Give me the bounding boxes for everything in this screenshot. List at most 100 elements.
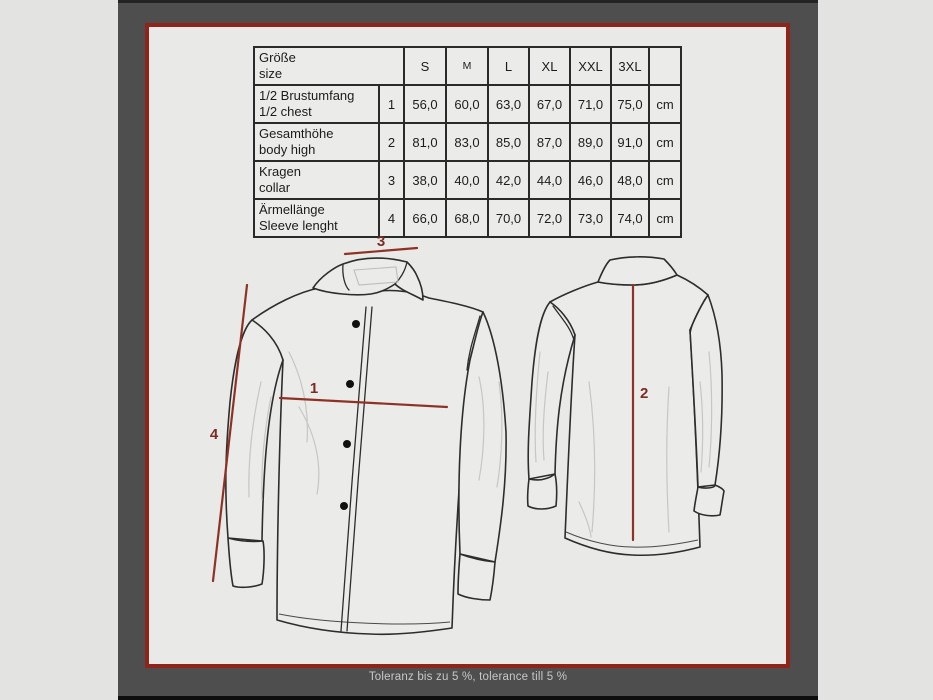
- front-left-cuff: [227, 537, 265, 589]
- dark-panel: Größe size S M L XL XXL 3XL 1/2 Brustumf…: [118, 0, 818, 700]
- back-armhole-seam-right: [689, 298, 706, 335]
- measurement-value: 70,0: [487, 198, 530, 238]
- red-framed-content-box: Größe size S M L XL XXL 3XL 1/2 Brustumf…: [145, 23, 790, 668]
- measurement-value: 56,0: [403, 84, 447, 124]
- table-row-body-height: Gesamthöhe body high 2 81,0 83,0 85,0 87…: [253, 122, 682, 162]
- sleeve-measure-line: [211, 283, 249, 583]
- table-row-sleeve: Ärmellänge Sleeve lenght 4 66,0 68,0 70,…: [253, 198, 682, 238]
- unit-cell: cm: [648, 84, 682, 124]
- back-right-cuff: [693, 484, 725, 517]
- collar-measure-label: 3: [377, 233, 385, 250]
- size-header-s: S: [403, 46, 447, 86]
- tolerance-note: Toleranz bis zu 5 %, tolerance till 5 %: [368, 671, 568, 683]
- measure-number: 2: [378, 122, 405, 162]
- measurement-label: Gesamthöhe body high: [253, 122, 380, 162]
- measurement-value: 67,0: [528, 84, 571, 124]
- fold-line: [298, 406, 320, 495]
- fold-line: [666, 386, 670, 533]
- measurement-value: 48,0: [610, 160, 650, 200]
- back-torso-outline: [549, 274, 709, 557]
- front-torso-outline: [251, 285, 484, 636]
- measure-number: 4: [378, 198, 405, 238]
- measurement-value: 74,0: [610, 198, 650, 238]
- fold-line: [261, 396, 272, 501]
- sleeve-measure-label: 4: [210, 426, 219, 443]
- button: [352, 320, 360, 328]
- fold-line: [288, 351, 308, 443]
- measurement-value: 66,0: [403, 198, 447, 238]
- measurement-value: 89,0: [569, 122, 612, 162]
- measurement-value: 85,0: [487, 122, 530, 162]
- fold-line: [542, 371, 549, 461]
- measurement-value: 71,0: [569, 84, 612, 124]
- front-placket-line-left: [340, 306, 367, 632]
- back-left-cuff: [526, 473, 558, 510]
- measurement-value: 81,0: [403, 122, 447, 162]
- measurement-value: 44,0: [528, 160, 571, 200]
- measurement-value: 72,0: [528, 198, 571, 238]
- size-header-xxl: XXL: [569, 46, 612, 86]
- measure-number: 1: [378, 84, 405, 124]
- table-header-row: Größe size S M L XL XXL 3XL: [253, 46, 682, 86]
- front-armhole-seam: [466, 315, 481, 371]
- fold-line: [699, 381, 704, 473]
- front-right-cuff: [457, 553, 496, 601]
- unit-cell: cm: [648, 198, 682, 238]
- front-collar-fold-right: [394, 261, 408, 285]
- fold-line: [248, 381, 262, 498]
- size-header-m: M: [445, 46, 489, 86]
- back-collar: [597, 256, 678, 286]
- measurement-value: 46,0: [569, 160, 612, 200]
- unit-cell: cm: [648, 160, 682, 200]
- button: [343, 440, 351, 448]
- chest-measure-line: [278, 396, 449, 409]
- front-left-sleeve: [225, 319, 284, 542]
- body-height-measure-label: 2: [640, 385, 648, 402]
- measurement-label: Ärmellänge Sleeve lenght: [253, 198, 380, 238]
- back-left-sleeve: [527, 301, 576, 480]
- measurement-value: 42,0: [487, 160, 530, 200]
- table-row-collar: Kragen collar 3 38,0 40,0 42,0 44,0 46,0…: [253, 160, 682, 200]
- size-title-cell: Größe size: [253, 46, 405, 86]
- garment-measurement-diagram: 3 1 4 2: [210, 233, 725, 636]
- size-title-en: size: [259, 66, 283, 81]
- table-row-chest: 1/2 Brustumfang 1/2 chest 1 56,0 60,0 63…: [253, 84, 682, 124]
- unit-cell: cm: [648, 122, 682, 162]
- size-title-de: Größe: [259, 50, 296, 65]
- back-hem-fold: [565, 531, 699, 548]
- front-view-drawing: [225, 257, 507, 636]
- front-collar: [312, 257, 424, 301]
- fold-line: [496, 381, 503, 488]
- measurement-value: 40,0: [445, 160, 489, 200]
- measurement-annotations: 3 1 4 2: [210, 233, 648, 583]
- measurement-value: 68,0: [445, 198, 489, 238]
- collar-measure-line: [343, 246, 419, 256]
- measurement-value: 60,0: [445, 84, 489, 124]
- fold-line: [588, 381, 596, 533]
- back-view-drawing: [526, 256, 725, 557]
- fold-line: [534, 351, 541, 463]
- front-collar-inner-sketch: [353, 266, 399, 286]
- measurement-value: 87,0: [528, 122, 571, 162]
- size-header-3xl: 3XL: [610, 46, 650, 86]
- measurement-value: 75,0: [610, 84, 650, 124]
- measurement-value: 91,0: [610, 122, 650, 162]
- measurement-value: 38,0: [403, 160, 447, 200]
- fold-line: [708, 351, 713, 468]
- button: [346, 380, 354, 388]
- back-armhole-seam-left: [552, 305, 575, 341]
- measurement-value: 73,0: [569, 198, 612, 238]
- button: [340, 502, 348, 510]
- fold-line: [578, 501, 592, 538]
- size-header-xl: XL: [528, 46, 571, 86]
- measure-number: 3: [378, 160, 405, 200]
- front-hem-fold: [278, 613, 451, 625]
- measurement-value: 83,0: [445, 122, 489, 162]
- measurement-label: Kragen collar: [253, 160, 380, 200]
- size-header-l: L: [487, 46, 530, 86]
- fold-line: [478, 376, 485, 481]
- size-table: Größe size S M L XL XXL 3XL 1/2 Brustumf…: [253, 46, 682, 238]
- front-placket-line-right: [346, 306, 373, 632]
- measurement-value: 63,0: [487, 84, 530, 124]
